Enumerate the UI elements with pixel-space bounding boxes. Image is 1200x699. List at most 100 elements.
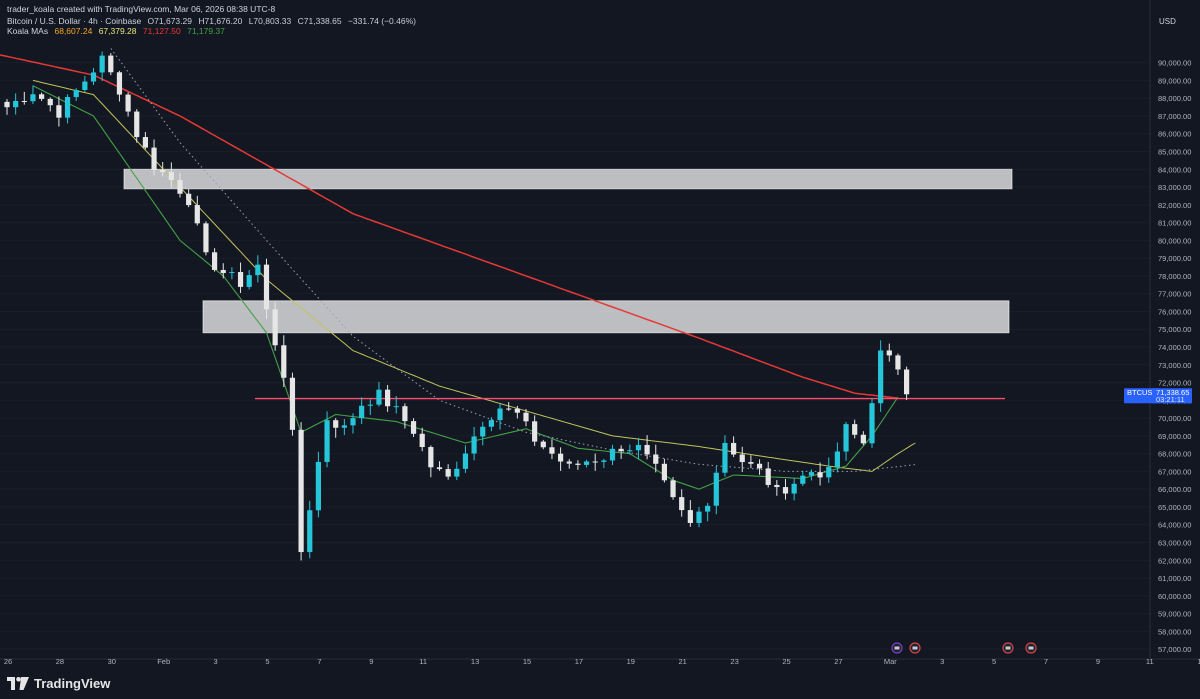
price-tick-label: 59,000.00	[1158, 610, 1191, 619]
candle-body	[21, 100, 27, 102]
candle-body	[315, 461, 321, 511]
badge-countdown: 03:21:11	[1156, 395, 1185, 404]
date-tick-label: 5	[992, 657, 996, 666]
candle-body	[514, 408, 520, 413]
moving-average-line	[0, 54, 899, 399]
symbol-line[interactable]: Bitcoin / U.S. Dollar · 4h · Coinbase O7…	[7, 16, 420, 27]
candle-body	[125, 94, 131, 112]
badge-price: 71,338.65	[1156, 388, 1189, 397]
candle-body	[869, 403, 875, 444]
candle-body	[756, 463, 763, 469]
candle-body	[134, 111, 140, 138]
candle-body	[800, 475, 806, 484]
date-tick-label: 3	[214, 657, 218, 666]
candle-body	[540, 441, 546, 448]
time-axis[interactable]: 26 28 30 Feb 3 5 7 9 11 13 15 17 19 21 23 25 27 Mar 3 5 7 9 11…	[4, 657, 1200, 666]
candle-body	[229, 272, 235, 274]
price-tick-label: 69,000.00	[1158, 432, 1191, 441]
candle-body	[56, 105, 62, 118]
candle-body	[281, 345, 287, 378]
price-tick-label: 75,000.00	[1158, 325, 1191, 334]
close-value: C71,338.65	[297, 16, 342, 26]
date-tick-label: 17	[575, 657, 583, 666]
price-tick-label: 60,000.00	[1158, 592, 1191, 601]
price-badge-value-bg	[1152, 388, 1192, 404]
candle-body	[826, 467, 832, 478]
candle-body	[142, 137, 148, 148]
candle-body	[618, 448, 624, 452]
candle-body	[298, 429, 304, 553]
candle-body	[307, 510, 313, 553]
candle-body	[47, 98, 53, 106]
candle-body	[506, 408, 512, 410]
candle-body	[609, 448, 616, 461]
candle-body	[661, 463, 667, 481]
candle-body	[488, 420, 494, 427]
candle-body	[203, 223, 209, 253]
price-tick-label: 61,000.00	[1158, 574, 1191, 583]
tradingview-logo[interactable]: TradingView	[7, 676, 110, 691]
symbol-title[interactable]: Bitcoin / U.S. Dollar · 4h · Coinbase	[7, 16, 142, 26]
candle-body	[39, 94, 45, 99]
candle-body	[462, 453, 469, 469]
candle-body	[713, 472, 719, 506]
indicator-name[interactable]: Koala MAs	[7, 26, 49, 36]
candle-body	[808, 472, 815, 476]
resistance-zone	[202, 300, 1010, 334]
candle-body	[601, 460, 607, 462]
candle-body	[30, 94, 36, 102]
candle-body	[177, 180, 183, 194]
price-tick-label: 70,000.00	[1158, 414, 1191, 423]
candle-body	[523, 412, 529, 422]
candle-body	[739, 454, 745, 463]
tradingview-wordmark: TradingView	[34, 676, 111, 691]
indicator-line[interactable]: Koala MAs 68,607.24 67,379.28 71,127.50 …	[7, 26, 229, 37]
candle-body	[454, 468, 460, 477]
candle-body	[687, 510, 693, 523]
candle-body	[116, 72, 123, 95]
date-tick-label: 26	[4, 657, 12, 666]
candle-body	[82, 81, 88, 90]
price-tick-label: 86,000.00	[1158, 130, 1191, 139]
open-value: O71,673.29	[147, 16, 192, 26]
currency-label[interactable]: USD	[1159, 17, 1176, 26]
event-markers[interactable]	[891, 642, 1037, 654]
candle-body	[246, 275, 252, 287]
price-tick-label: 81,000.00	[1158, 219, 1191, 228]
date-tick-label: 5	[265, 657, 269, 666]
price-tick-label: 90,000.00	[1158, 59, 1191, 68]
candle-body	[13, 100, 19, 108]
high-value: H71,676.20	[198, 16, 243, 26]
ma-value-4: 71,179.37	[187, 26, 225, 36]
candle-body	[670, 480, 676, 498]
moving-average-line	[110, 48, 916, 472]
candle-body	[679, 497, 685, 511]
candle-body	[895, 355, 901, 370]
candle-body	[324, 420, 330, 462]
date-tick-label: 25	[782, 657, 790, 666]
price-axis[interactable]: 57,000.00 58,000.00 59,000.00 60,000.00 61,0…	[1158, 59, 1191, 654]
candle-body	[367, 404, 373, 406]
price-tick-label: 88,000.00	[1158, 94, 1191, 103]
candle-body	[160, 169, 166, 173]
candle-body	[333, 420, 339, 428]
candle-body	[194, 205, 200, 224]
price-tick-label: 79,000.00	[1158, 254, 1191, 263]
date-tick-label: 23	[730, 657, 738, 666]
price-tick-label: 57,000.00	[1158, 645, 1191, 654]
candle-body	[817, 472, 823, 478]
date-tick-label: 15	[523, 657, 531, 666]
flag-icon	[894, 646, 900, 650]
candle-body	[220, 269, 226, 274]
candle-body	[592, 461, 598, 463]
candle-body	[791, 483, 797, 494]
candle-body	[731, 442, 737, 455]
ma-value-2: 67,379.28	[98, 26, 137, 36]
candle-body	[471, 436, 477, 454]
candle-body	[480, 426, 486, 437]
price-tick-label: 82,000.00	[1158, 201, 1191, 210]
candle-body	[108, 55, 114, 73]
date-tick-label: 11	[1146, 657, 1154, 666]
candle-body	[385, 389, 391, 407]
